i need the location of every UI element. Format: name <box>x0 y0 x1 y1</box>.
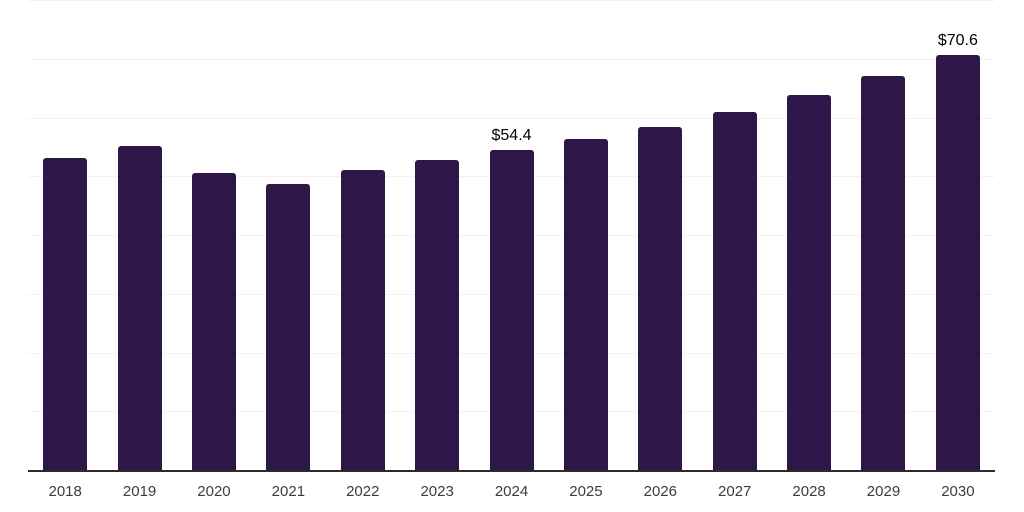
gridline-70 <box>28 58 995 60</box>
bars-row: $54.4 $70.6 <box>28 0 995 470</box>
x-axis-label-2030: 2030 <box>941 483 975 500</box>
bar-slot-2030: $70.6 <box>921 0 995 470</box>
bar-slot-2021 <box>251 0 325 470</box>
bar-slot-2023 <box>400 0 474 470</box>
bar-slot-2022 <box>326 0 400 470</box>
x-axis-labels: 2018 2019 2020 2021 2022 2023 2024 2025 2026 2027… <box>28 483 995 501</box>
gridline-60 <box>28 117 995 119</box>
x-axis-label-2029: 2029 <box>866 483 901 500</box>
bar-slot-2024: $54.4 <box>474 0 548 470</box>
bar-2025 <box>563 139 608 470</box>
bar-slot-2019 <box>102 0 176 470</box>
bar-2021 <box>266 183 311 470</box>
x-axis-label-2020: 2020 <box>197 483 231 500</box>
bar-2026 <box>638 126 683 470</box>
bar-2024 <box>489 150 534 470</box>
bar-slot-2020 <box>177 0 251 470</box>
x-axis-label-2018: 2018 <box>48 483 82 500</box>
bar-2019 <box>117 145 162 470</box>
x-axis-label-2027: 2027 <box>718 483 752 500</box>
x-axis-label-2026: 2026 <box>643 483 677 500</box>
x-axis-label-2022: 2022 <box>346 483 380 500</box>
gridline-80 <box>28 0 995 1</box>
x-axis-label-2019: 2019 <box>122 483 157 500</box>
bar-2028 <box>787 95 832 470</box>
bar-slot-2018 <box>28 0 102 470</box>
x-axis-line <box>28 470 995 472</box>
bar-2020 <box>191 172 236 470</box>
bar-slot-2029 <box>846 0 920 470</box>
x-axis-label-2023: 2023 <box>420 483 454 500</box>
bar-value-label-2030: $70.6 <box>937 32 978 50</box>
bar-value-label-2024: $54.4 <box>491 127 532 145</box>
plot-area: $54.4 $70.6 <box>28 0 995 472</box>
bar-slot-2027 <box>698 0 772 470</box>
bar-2027 <box>712 111 757 470</box>
bar-2029 <box>861 75 906 470</box>
x-axis-label-2021: 2021 <box>271 483 306 500</box>
x-axis-label-2028: 2028 <box>792 483 826 500</box>
x-axis-label-2025: 2025 <box>569 483 603 500</box>
bar-slot-2028 <box>772 0 846 470</box>
bar-2018 <box>43 158 88 470</box>
bar-2030 <box>935 55 980 470</box>
bar-2022 <box>340 169 385 470</box>
bar-slot-2026 <box>623 0 697 470</box>
bar-slot-2025 <box>549 0 623 470</box>
x-axis-label-2024: 2024 <box>494 483 529 500</box>
bar-2023 <box>415 160 460 470</box>
